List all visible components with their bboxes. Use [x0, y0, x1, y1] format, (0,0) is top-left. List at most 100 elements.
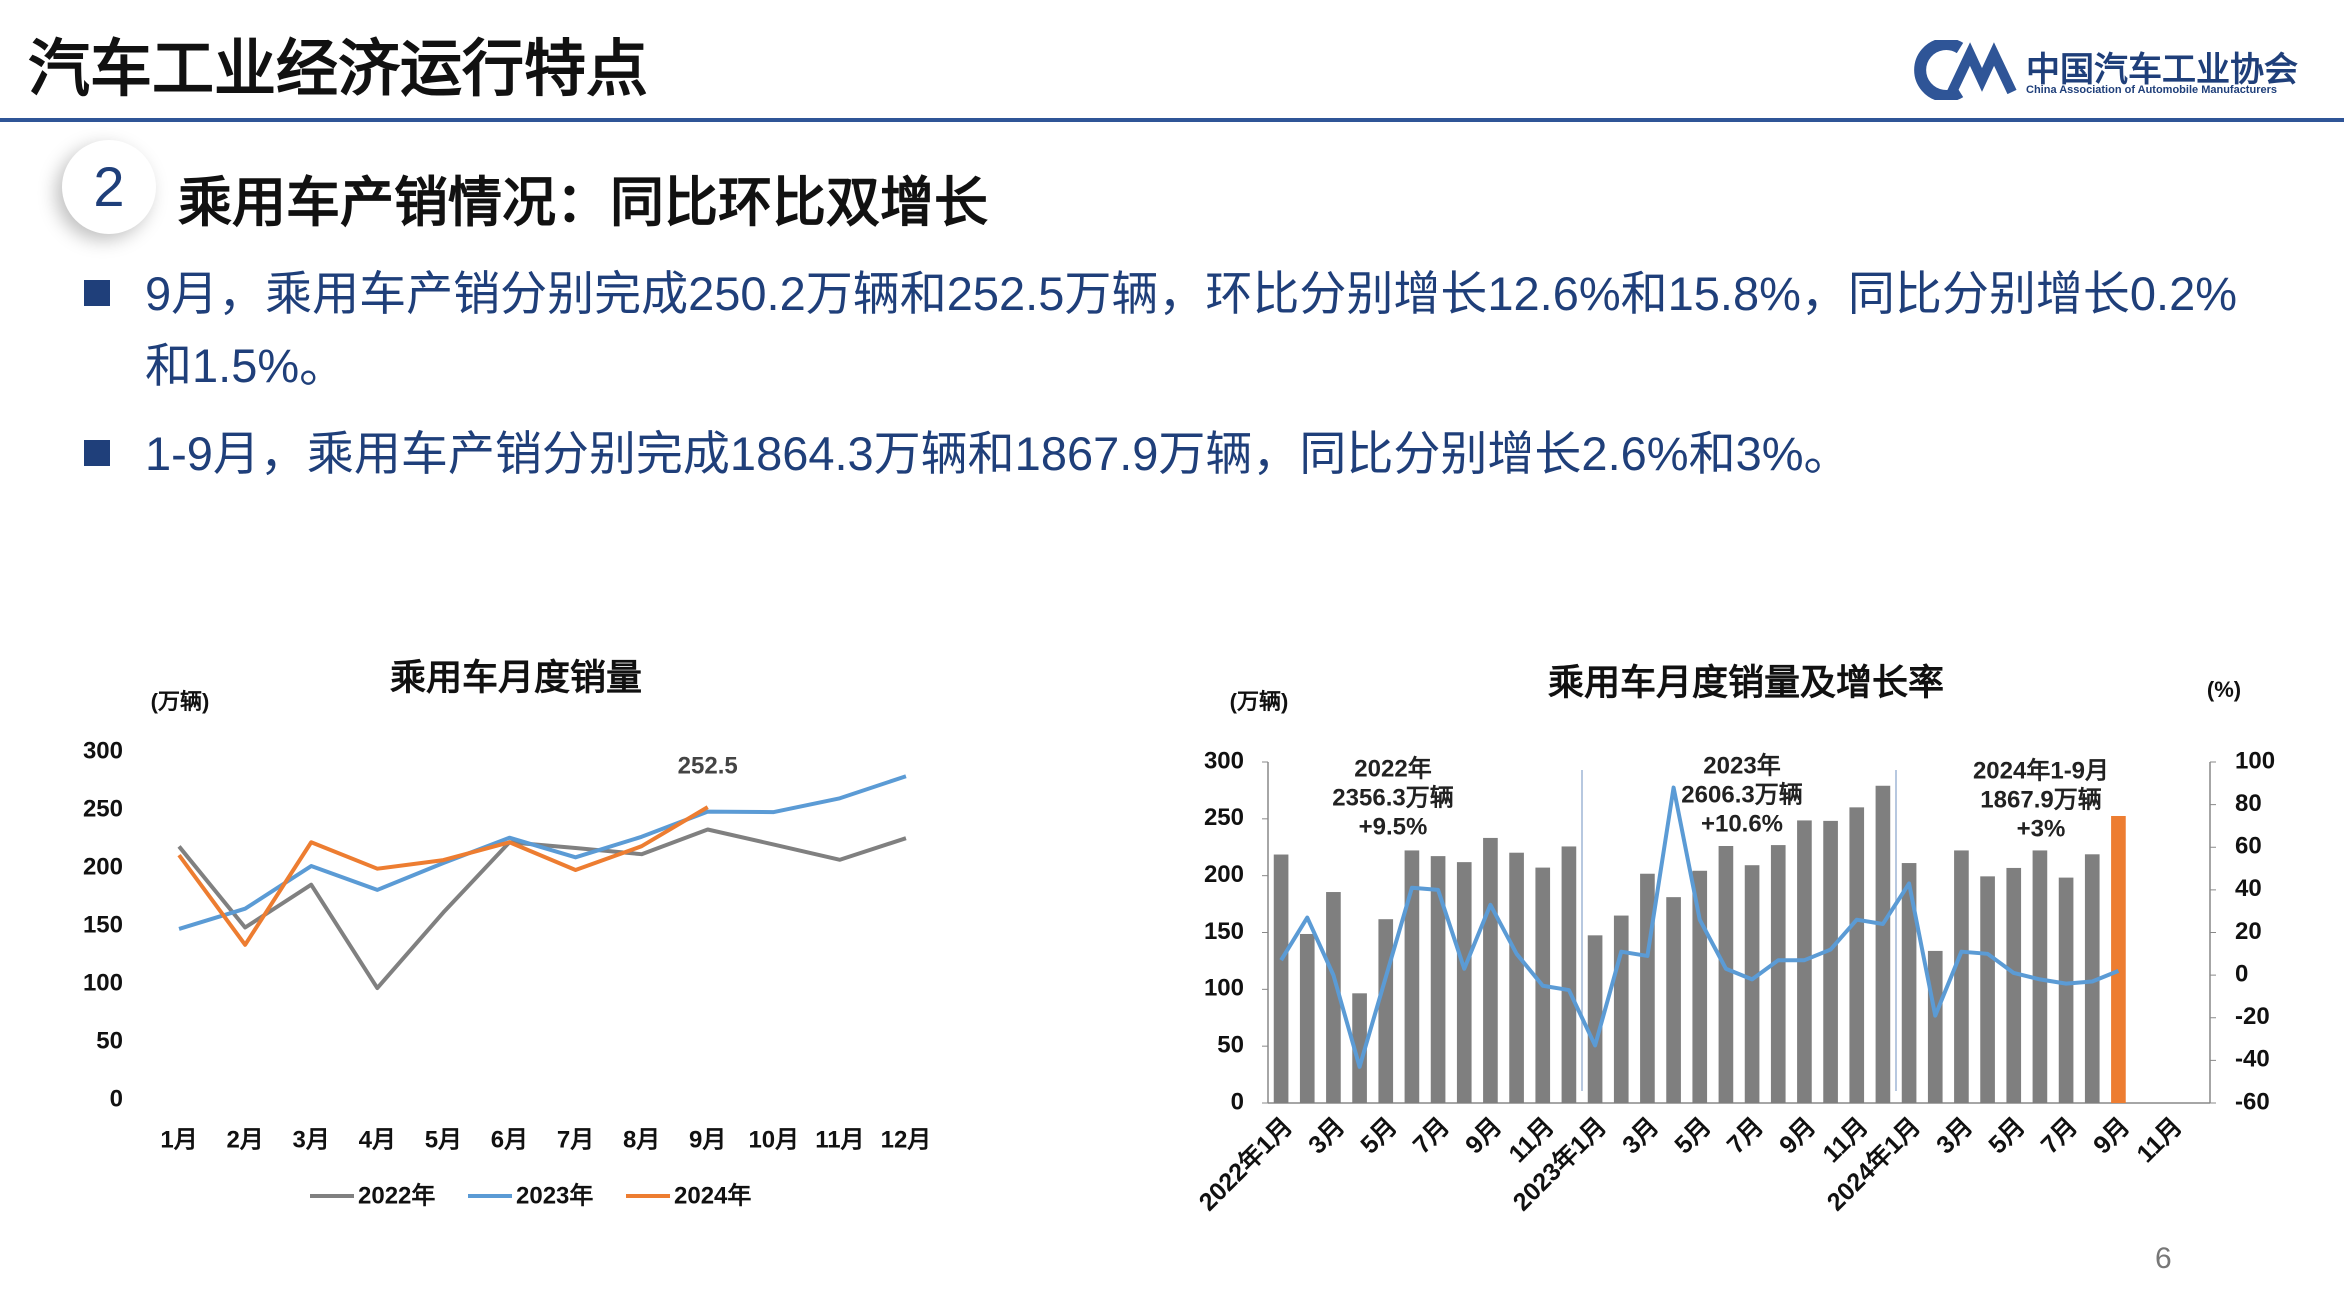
- x-tick-label: 10月: [748, 1126, 799, 1153]
- bar: [1666, 897, 1681, 1103]
- data-line: [178, 774, 907, 931]
- page-title: 汽车工业经济运行特点: [28, 35, 649, 104]
- x-tick-label: 9月: [1774, 1112, 1821, 1159]
- bar: [1613, 915, 1629, 1103]
- bullet-marker: [84, 280, 110, 306]
- bar: [1404, 850, 1420, 1103]
- legend-label: 2023年: [516, 1181, 593, 1209]
- bar: [2032, 850, 2048, 1103]
- x-tick-label: 9月: [1460, 1112, 1507, 1159]
- y2-tick-label: -60: [2235, 1088, 2270, 1115]
- bar: [1352, 993, 1367, 1103]
- y-axis-label: (万辆): [1230, 689, 1289, 714]
- y-tick-label: 300: [1204, 747, 1244, 774]
- x-tick-label: 7月: [1408, 1112, 1455, 1159]
- bar: [1875, 785, 1891, 1103]
- y2-axis-label: (%): [2207, 677, 2241, 702]
- legend-label: 2024年: [674, 1181, 751, 1209]
- logo-c: [1914, 40, 1964, 100]
- annotation: +10.6%: [1701, 810, 1783, 837]
- bullet-text: 9月，乘用车产销分别完成250.2万辆和252.5万辆，环比分别增长12.6%和…: [145, 267, 2238, 392]
- x-tick-label: 2022年1月: [1193, 1111, 1298, 1216]
- bar: [1509, 852, 1524, 1103]
- annotation: +9.5%: [1359, 813, 1428, 840]
- data-line: [1279, 785, 2120, 1069]
- y-tick-label: 100: [1204, 975, 1244, 1002]
- data-line: [177, 805, 709, 947]
- y-axis-label: (万辆): [151, 689, 210, 714]
- logo-text: 中国汽车工业协会: [2026, 51, 2298, 89]
- y-tick-label: 200: [83, 853, 123, 880]
- data-label: 252.5: [678, 752, 738, 779]
- y2-tick-label: -20: [2235, 1003, 2270, 1030]
- x-tick-label: 5月: [1355, 1112, 1402, 1159]
- y2-tick-label: 60: [2235, 833, 2262, 860]
- y-tick-label: 50: [96, 1027, 123, 1054]
- x-tick-label: 2月: [226, 1126, 263, 1153]
- y-tick-label: 250: [1204, 804, 1244, 831]
- y-tick-label: 0: [110, 1085, 123, 1112]
- bar: [1483, 837, 1498, 1103]
- y-tick-label: 50: [1217, 1032, 1244, 1059]
- x-tick-label: 6月: [491, 1126, 528, 1153]
- y2-tick-label: 80: [2235, 790, 2262, 817]
- bar: [1901, 863, 1917, 1103]
- x-tick-label: 3月: [1617, 1112, 1664, 1159]
- logo-mark: [1914, 40, 2017, 100]
- y-tick-label: 250: [83, 795, 123, 822]
- bar: [1640, 873, 1655, 1103]
- bullet-marker: [84, 440, 110, 466]
- y2-tick-label: -40: [2235, 1046, 2270, 1073]
- x-tick-label: 5月: [1669, 1112, 1716, 1159]
- annotation: 2022年: [1354, 754, 1431, 782]
- bar: [1561, 846, 1577, 1103]
- y-tick-label: 150: [83, 911, 123, 938]
- y-tick-label: 200: [1204, 861, 1244, 888]
- chart-title: 乘用车月度销量及增长率: [1548, 662, 1944, 703]
- y-tick-label: 150: [1204, 918, 1244, 945]
- bar: [1378, 919, 1394, 1103]
- bar: [1770, 845, 1786, 1103]
- section-title: 乘用车产销情况：同比环比双增长: [178, 173, 988, 233]
- x-tick-label: 4月: [359, 1126, 396, 1153]
- x-tick-label: 3月: [1931, 1112, 1978, 1159]
- x-tick-label: 3月: [1303, 1112, 1350, 1159]
- y-tick-label: 100: [83, 969, 123, 996]
- bar: [1587, 935, 1603, 1103]
- annotation: 2023年: [1703, 751, 1780, 779]
- annotation: +3%: [2017, 815, 2066, 842]
- chart-title: 乘用车月度销量: [390, 657, 642, 698]
- x-tick-label: 9月: [689, 1126, 726, 1153]
- bullet-text: 1-9月，乘用车产销分别完成1864.3万辆和1867.9万辆，同比分别增长2.…: [145, 427, 1851, 480]
- bar: [1326, 892, 1341, 1103]
- bar: [2058, 877, 2074, 1103]
- bar: [2111, 815, 2126, 1103]
- x-tick-label: 3月: [293, 1126, 330, 1153]
- bar: [1849, 807, 1865, 1103]
- bar: [1456, 862, 1472, 1103]
- x-tick-label: 5月: [425, 1126, 462, 1153]
- header-rule: [0, 118, 2344, 122]
- logo-subtext: China Association of Automobile Manufact…: [2026, 84, 2277, 96]
- annotation: 1867.9万辆: [1980, 786, 2101, 813]
- bar: [1430, 856, 1446, 1103]
- bar: [1980, 876, 1995, 1103]
- y2-tick-label: 0: [2235, 960, 2248, 987]
- annotation: 2606.3万辆: [1681, 781, 1802, 808]
- page-number: 6: [2155, 1242, 2172, 1275]
- annotation: 2024年1-9月: [1973, 756, 2109, 784]
- x-tick-label: 9月: [2088, 1112, 2135, 1159]
- logo-m: [1947, 42, 2017, 95]
- bar: [1299, 933, 1315, 1103]
- bar: [1744, 865, 1760, 1103]
- x-tick-label: 1月: [160, 1126, 197, 1153]
- y2-tick-label: 20: [2235, 918, 2262, 945]
- y-tick-label: 300: [83, 737, 123, 764]
- x-tick-label: 5月: [1983, 1112, 2030, 1159]
- y2-tick-label: 40: [2235, 875, 2262, 902]
- annotation: 2356.3万辆: [1332, 784, 1453, 811]
- x-tick-label: 7月: [2036, 1112, 2083, 1159]
- bar: [2084, 854, 2100, 1103]
